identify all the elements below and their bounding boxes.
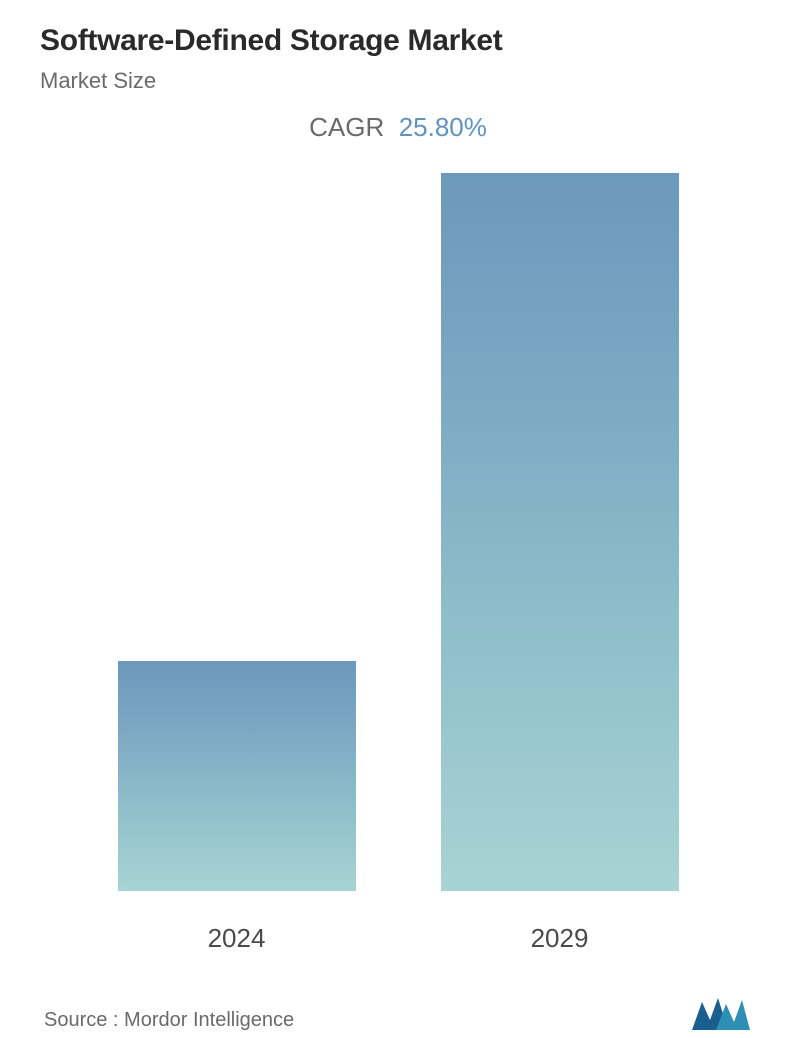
- page-title: Software-Defined Storage Market: [40, 24, 756, 58]
- cagr-label: CAGR: [309, 112, 384, 142]
- bar-wrapper-1: [441, 173, 679, 891]
- footer: Source : Mordor Intelligence: [40, 994, 756, 1038]
- source-name: Mordor Intelligence: [124, 1009, 294, 1031]
- chart-area: [40, 173, 756, 891]
- cagr-row: CAGR 25.80%: [40, 112, 756, 143]
- source-label: Source :: [44, 1009, 118, 1031]
- x-axis-labels: 2024 2029: [40, 923, 756, 954]
- cagr-value: 25.80%: [399, 112, 487, 142]
- source-text: Source : Mordor Intelligence: [44, 1009, 294, 1032]
- chart-container: Software-Defined Storage Market Market S…: [0, 0, 796, 1034]
- bar-2029: [441, 173, 679, 891]
- bar-2024: [118, 661, 356, 891]
- bar-label-1: 2029: [441, 923, 679, 954]
- subtitle: Market Size: [40, 68, 756, 94]
- bar-wrapper-0: [118, 173, 356, 891]
- bar-label-0: 2024: [118, 923, 356, 954]
- mordor-logo-icon: [690, 994, 752, 1032]
